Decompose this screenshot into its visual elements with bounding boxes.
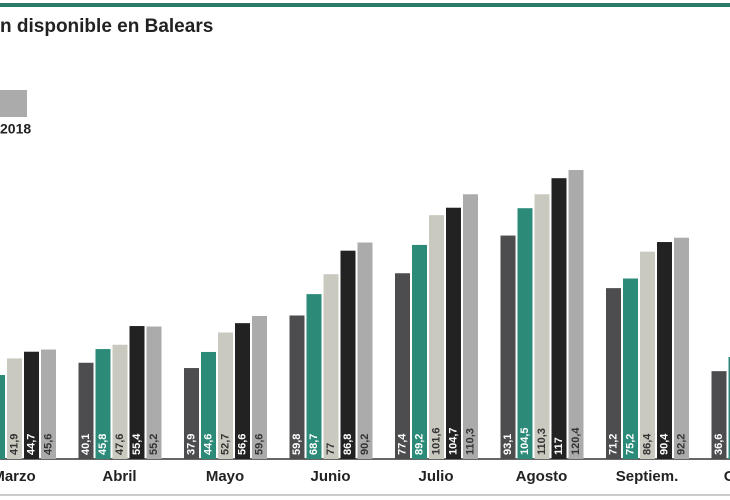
value-label: 37,9 <box>185 434 197 455</box>
value-label: 68,7 <box>308 434 320 455</box>
value-label: 41,9 <box>8 434 20 455</box>
x-tick-label: Octubre <box>724 468 730 485</box>
value-label: 104,5 <box>519 427 531 455</box>
value-label: 59,6 <box>253 434 265 455</box>
bar <box>517 208 533 459</box>
bar <box>711 371 727 459</box>
bar <box>289 315 305 459</box>
value-label: 77 <box>325 443 337 455</box>
bar <box>606 288 621 459</box>
value-label: 104,7 <box>447 427 459 455</box>
bar <box>357 242 373 459</box>
x-tick-label: Julio <box>418 468 453 485</box>
bar <box>218 332 233 459</box>
bar <box>534 194 550 459</box>
bar <box>568 170 584 460</box>
value-label: 90,4 <box>658 433 670 455</box>
value-label: 45,6 <box>42 434 54 455</box>
value-label: 44,6 <box>202 434 214 455</box>
value-label: 75,2 <box>624 434 636 455</box>
bar <box>184 368 199 459</box>
value-label: 55,2 <box>148 434 160 455</box>
value-label: 71,2 <box>607 434 619 455</box>
bar <box>429 215 444 459</box>
value-label: 92,2 <box>675 434 687 455</box>
value-label: 86,8 <box>342 434 354 455</box>
x-tick-label: Septiem. <box>616 468 679 485</box>
value-label: 52,7 <box>219 434 231 455</box>
top-rule <box>0 3 730 7</box>
value-label: 36,6 <box>713 434 725 455</box>
bar <box>340 250 356 459</box>
bar <box>395 273 410 459</box>
x-tick-label: Junio <box>311 468 351 485</box>
bar <box>7 358 22 459</box>
value-label: 55,4 <box>131 433 143 455</box>
bar <box>129 326 145 459</box>
value-label: 45,8 <box>97 434 109 455</box>
value-label: 44,7 <box>25 434 37 455</box>
chart-title: n disponible en Balears <box>0 16 213 37</box>
x-tick-label: Marzo <box>0 468 36 485</box>
legend-swatch <box>0 90 27 117</box>
bar <box>640 251 655 459</box>
value-label: 89,2 <box>413 434 425 455</box>
value-label: 40,1 <box>80 434 92 455</box>
value-label: 120,4 <box>570 427 582 455</box>
x-tick-label: Mayo <box>206 468 244 485</box>
bar <box>500 235 516 459</box>
bar <box>146 326 162 459</box>
value-label: 56,6 <box>236 434 248 455</box>
bar <box>235 323 250 459</box>
bar <box>0 375 5 459</box>
value-label: 59,8 <box>291 434 303 455</box>
bar <box>551 178 567 459</box>
bar <box>252 315 267 459</box>
x-tick-label: Abril <box>102 468 136 485</box>
bar <box>623 278 638 459</box>
bar <box>412 244 427 459</box>
bar <box>201 351 216 459</box>
bar <box>674 237 689 459</box>
value-label: 77,4 <box>396 433 408 455</box>
value-label: 101,6 <box>430 427 442 455</box>
bar <box>306 294 322 459</box>
bar <box>657 242 672 459</box>
bar <box>95 349 111 459</box>
legend-label: 2018 <box>0 121 31 137</box>
bar <box>323 274 339 459</box>
bar <box>446 207 461 459</box>
bar <box>728 357 730 459</box>
value-label: 47,6 <box>114 434 126 455</box>
bar <box>112 344 128 459</box>
value-label: 110,3 <box>464 428 476 455</box>
bar <box>78 362 94 459</box>
value-label: 86,4 <box>641 433 653 455</box>
bar <box>463 194 478 459</box>
bar <box>24 351 39 459</box>
value-label: 93,1 <box>502 434 514 455</box>
bar <box>41 349 56 459</box>
value-label: 110,3 <box>536 428 548 455</box>
value-label: 90,2 <box>359 434 371 455</box>
value-label: 117 <box>553 437 565 455</box>
x-tick-label: Agosto <box>516 468 568 485</box>
